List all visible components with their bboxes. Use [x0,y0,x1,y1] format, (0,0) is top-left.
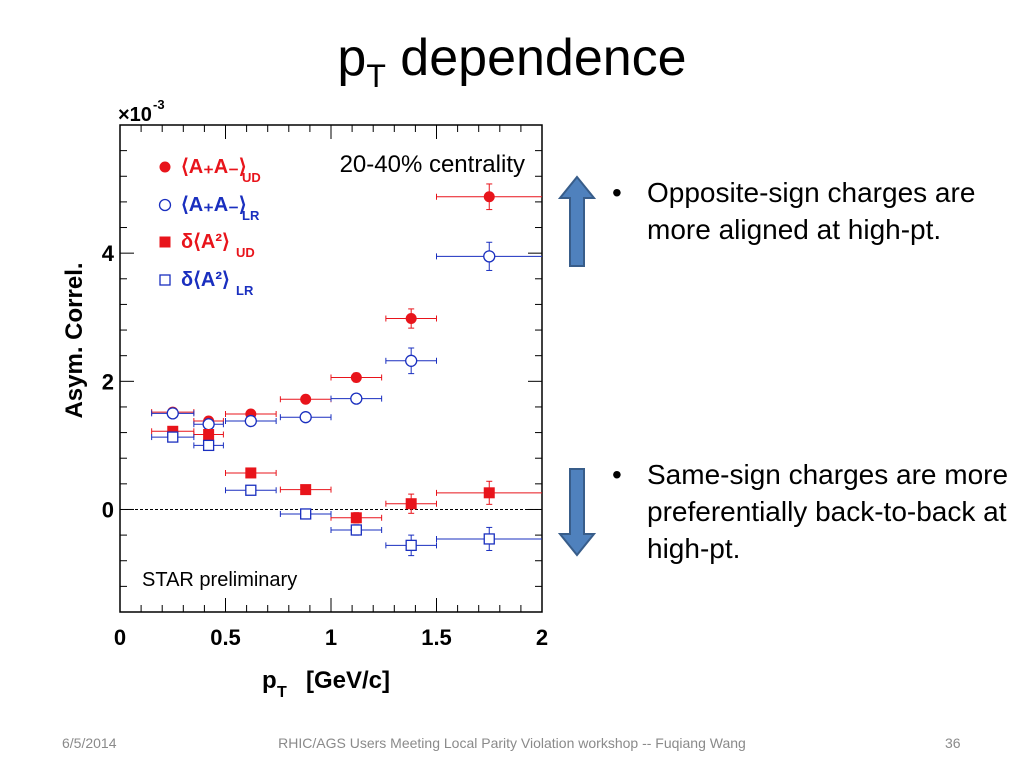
arrow-up-icon [557,175,597,267]
bullet-opposite-sign: • Opposite-sign charges are more aligned… [612,174,1012,248]
legend-subscript-4: LR [236,283,254,298]
data-point-1 [405,313,417,325]
data-point-2 [202,418,215,431]
y-tick-label: 4 [102,241,115,266]
data-point-4 [245,484,257,496]
data-point-1 [483,191,495,203]
x-tick-label: 0 [114,625,126,650]
bullet-text: Opposite-sign charges are more aligned a… [647,177,976,245]
legend-label-1: ⟨A₊A₋⟩ [181,156,247,178]
footer-title: RHIC/AGS Users Meeting Local Parity Viol… [278,735,746,751]
y-tick-label: 2 [102,369,114,394]
data-point-2 [405,354,418,367]
legend-marker-1 [159,161,171,173]
x-axis-label-unit: [GeV/c] [306,667,390,694]
x-tick-label: 0.5 [210,625,241,650]
y-tick-label: 0 [102,497,114,522]
data-point-2 [299,411,312,424]
data-point-4 [202,439,215,452]
data-point-2 [483,250,496,263]
x-axis-label: p [262,667,277,694]
centrality-annotation: 20-40% centrality [340,151,525,178]
footer-date: 6/5/2014 [62,735,117,751]
x-tick-label: 2 [536,625,548,650]
slide-title: pT dependence [0,28,1024,95]
data-point-4 [350,524,362,536]
legend-marker-4 [159,274,171,286]
data-point-1 [300,393,312,405]
data-point-3 [483,487,495,499]
x-axis-label-sub: T [277,684,287,701]
x-tick-label: 1 [325,625,337,650]
legend-label-3: δ⟨A²⟩ [181,231,230,253]
data-point-2 [350,392,363,405]
data-point-4 [167,431,179,443]
footer-page-number: 36 [945,735,961,751]
data-point-1 [350,371,362,383]
legend-subscript-1: UD [242,170,261,185]
legend-label-2: ⟨A₊A₋⟩ [181,194,247,216]
legend-marker-2 [158,198,172,212]
bullet-text: Same-sign charges are more preferentiall… [647,459,1009,564]
bullet-same-sign: • Same-sign charges are more preferentia… [612,456,1012,567]
data-point-2 [166,407,179,420]
legend-subscript-2: LR [242,208,260,223]
title-subscript: T [366,58,386,94]
data-point-2 [244,414,257,428]
arrow-down-icon [557,468,597,557]
data-point-3 [350,512,362,524]
bullet-dot: • [612,177,622,208]
data-point-4 [483,533,495,545]
y-axis-label: Asym. Correl. [61,262,88,418]
data-point-3 [300,484,312,496]
data-point-4 [300,508,312,520]
asym-correl-chart: 0 0.5 1 1.5 2 0 2 4 ×10 -3 Asym. Correl. p T [GeV/c] 2… [61,97,548,701]
data-point-3 [245,467,257,479]
bullet-dot: • [612,459,622,490]
legend-subscript-3: UD [236,245,255,260]
title-p: p [337,29,367,87]
data-point-3 [203,429,215,441]
legend-marker-3 [159,236,171,248]
x-tick-label: 1.5 [421,625,452,650]
star-preliminary-annotation: STAR preliminary [142,569,297,591]
legend-label-4: δ⟨A²⟩ [181,269,230,291]
title-rest: dependence [385,29,687,87]
data-point-4 [405,539,417,552]
axis-exponent-label: ×10 [118,104,152,126]
axis-exponent-power: -3 [153,97,165,112]
data-point-3 [405,498,417,510]
